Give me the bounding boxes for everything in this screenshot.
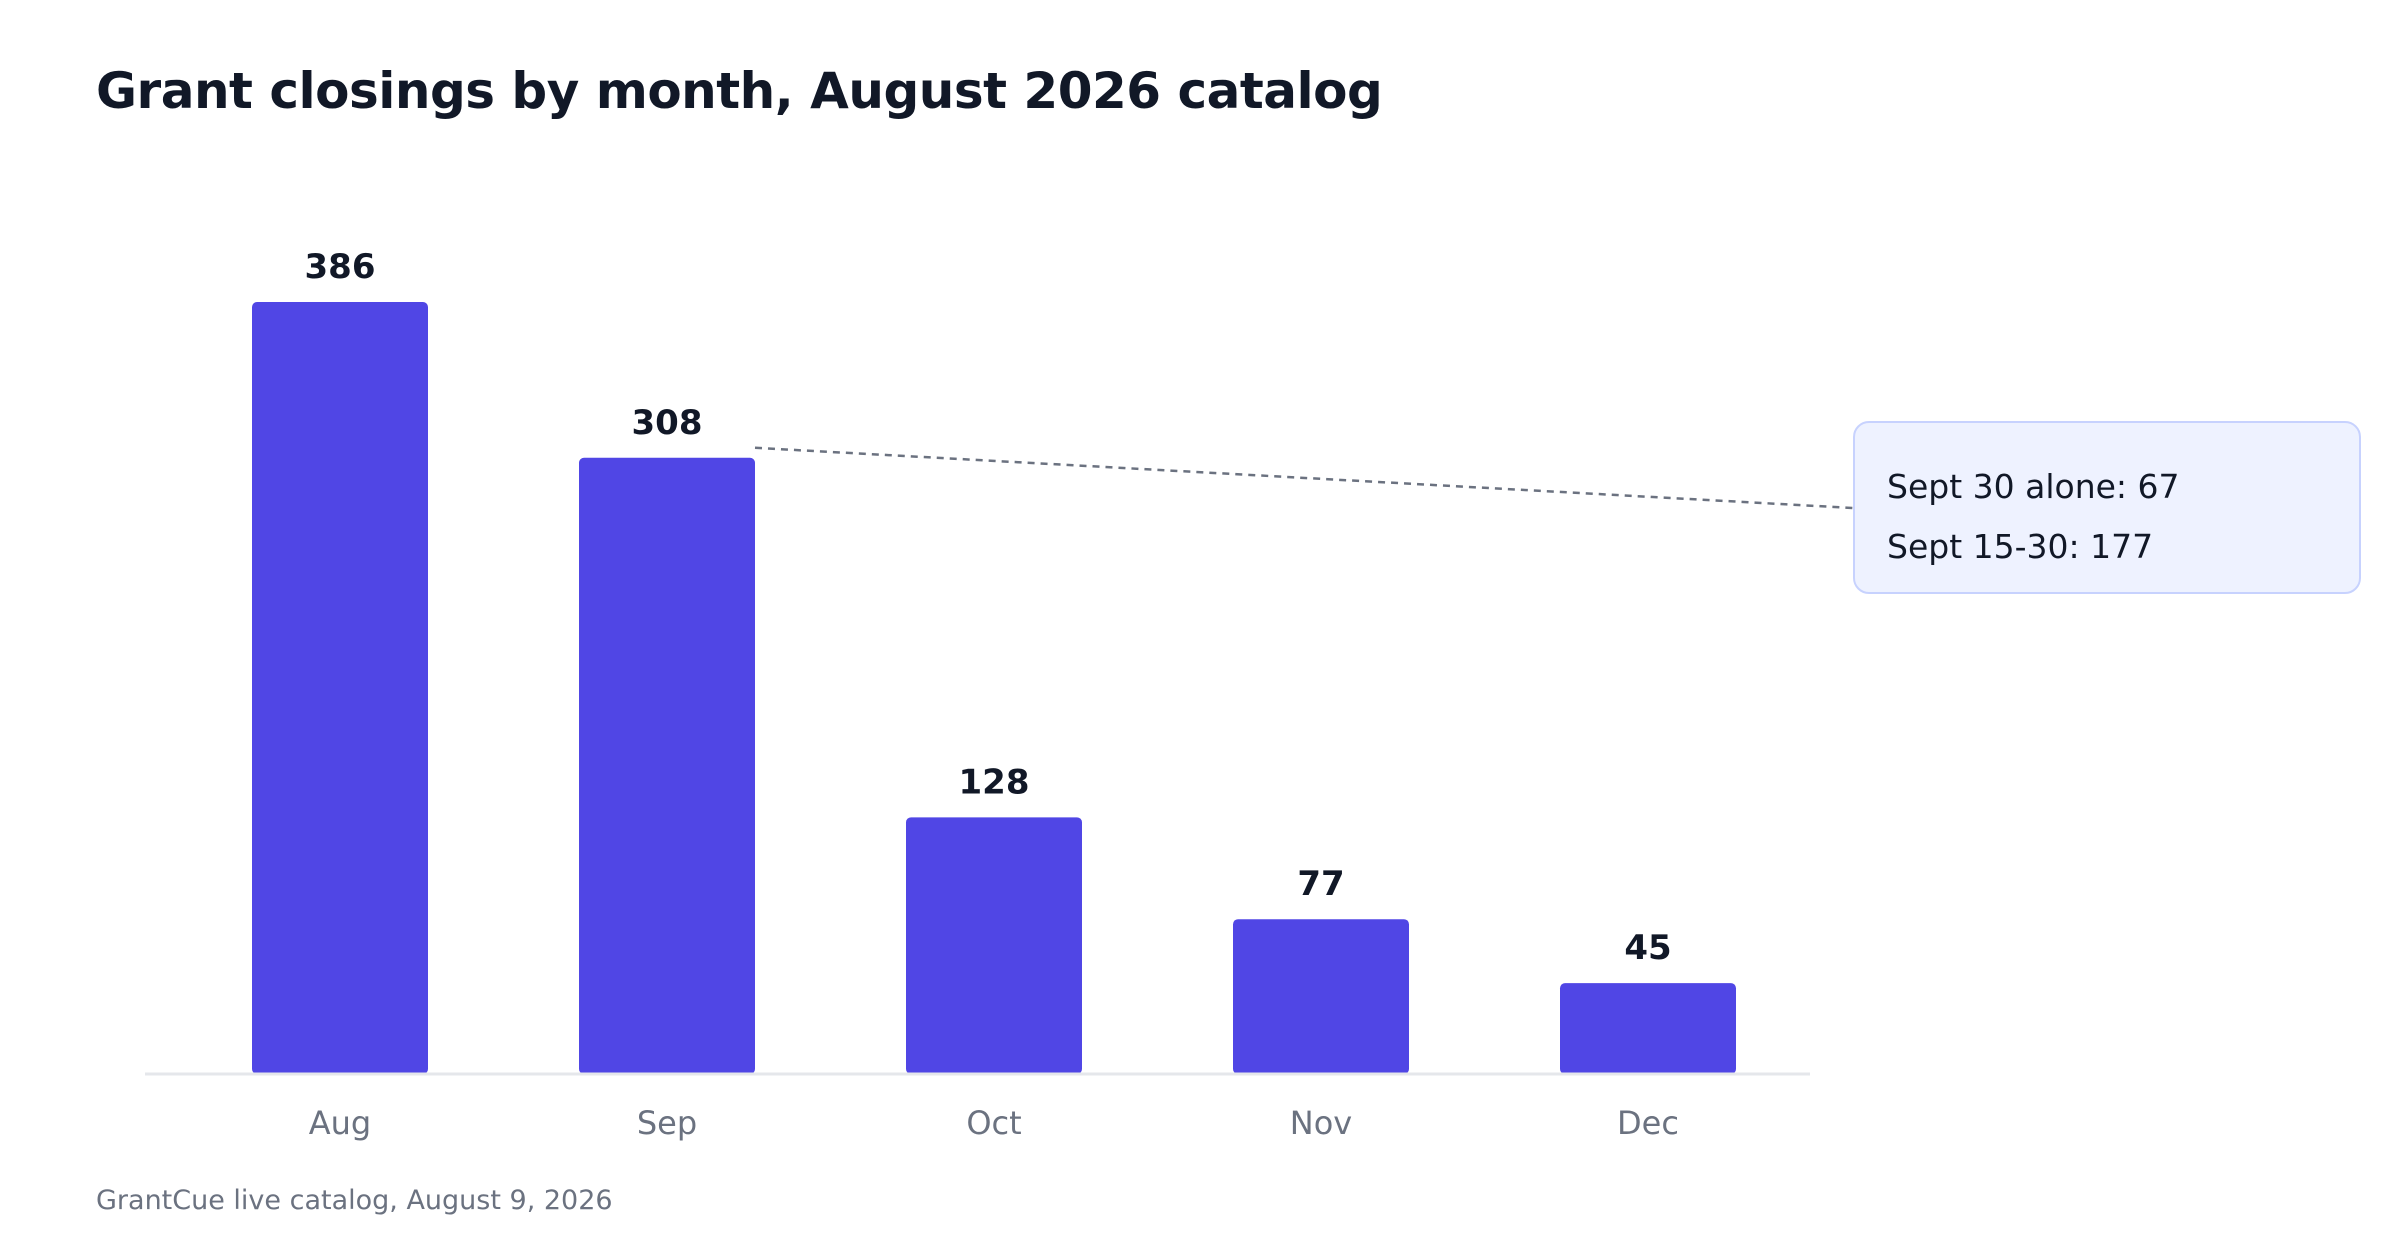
bar-dec xyxy=(1560,983,1736,1074)
tick-label-oct: Oct xyxy=(966,1104,1021,1142)
tick-label-aug: Aug xyxy=(309,1104,371,1142)
bar-sep xyxy=(579,457,755,1074)
bar-aug xyxy=(252,302,428,1074)
value-label-sep: 308 xyxy=(632,403,703,443)
chart-title: Grant closings by month, August 2026 cat… xyxy=(96,62,1383,120)
annotation-callout: Sept 30 alone: 67 Sept 15-30: 177 xyxy=(1853,421,2361,594)
tick-label-sep: Sep xyxy=(637,1104,697,1142)
callout-line-sept-30: Sept 30 alone: 67 xyxy=(1887,467,2180,506)
value-label-nov: 77 xyxy=(1297,864,1344,904)
callout-line-sept-15-30: Sept 15-30: 177 xyxy=(1887,527,2154,566)
bar-nov xyxy=(1233,919,1409,1074)
value-label-dec: 45 xyxy=(1624,928,1671,968)
callout-connector-line xyxy=(754,446,1854,510)
source-note: GrantCue live catalog, August 9, 2026 xyxy=(96,1185,613,1216)
value-label-oct: 128 xyxy=(959,762,1030,802)
bar-oct xyxy=(906,817,1082,1074)
labels-layer: 386 Aug 308 Sep 128 Oct 77 Nov 45 Dec xyxy=(305,247,1679,1142)
tick-label-nov: Nov xyxy=(1290,1104,1352,1142)
tick-label-dec: Dec xyxy=(1617,1104,1679,1142)
bars-layer xyxy=(252,302,1736,1074)
value-label-aug: 386 xyxy=(305,247,376,287)
